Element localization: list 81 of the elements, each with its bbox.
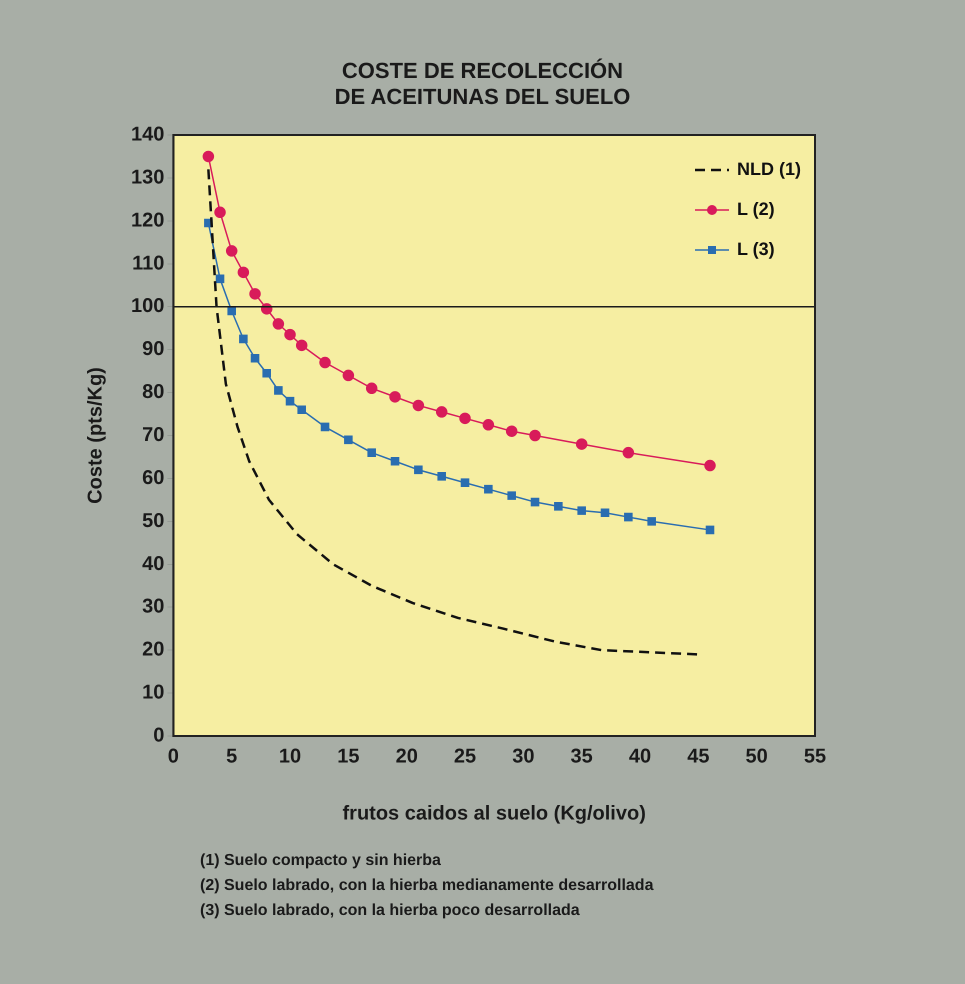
- y-tick-label: 80: [142, 381, 164, 404]
- point: [647, 517, 656, 526]
- x-tick-label: 55: [804, 746, 826, 768]
- y-tick-label: 70: [142, 424, 164, 446]
- point: [624, 512, 633, 522]
- point: [459, 412, 471, 424]
- point: [214, 206, 226, 218]
- point: [320, 422, 330, 432]
- y-tick-label: 30: [142, 596, 164, 618]
- point: [577, 506, 586, 515]
- point: [344, 436, 353, 444]
- point: [507, 491, 516, 500]
- text: (3) Suelo labrado, con la hierba poco desarrollada: [200, 901, 581, 921]
- point: [506, 425, 518, 437]
- y-tick-label: 140: [130, 124, 164, 146]
- point: [437, 472, 446, 481]
- x-tick-label: 0: [168, 746, 179, 768]
- point: [274, 386, 283, 395]
- point: [460, 478, 470, 488]
- x-tick-label: 30: [512, 746, 534, 768]
- x-tick-label: 50: [746, 746, 768, 768]
- text: (2) Suelo labrado, con la hierba medianamente desarrollada: [200, 876, 654, 896]
- point: [366, 382, 378, 394]
- y-tick-label: 130: [130, 166, 164, 188]
- x-tick-label: 35: [570, 746, 593, 768]
- y-tick-label: 100: [130, 295, 164, 318]
- y-tick-label: 40: [142, 552, 164, 575]
- legend-label: NLD (1): [737, 158, 802, 179]
- point: [576, 438, 588, 450]
- point: [284, 328, 296, 340]
- x-tick-label: 20: [396, 746, 418, 768]
- y-tick-label: 0: [153, 724, 164, 747]
- x-tick-label: 40: [628, 746, 652, 768]
- point: [554, 502, 563, 511]
- y-tick-label: 90: [142, 338, 164, 360]
- point: [367, 448, 376, 457]
- point: [286, 396, 294, 406]
- point: [262, 368, 271, 378]
- point: [342, 370, 354, 382]
- point: [250, 354, 260, 363]
- point: [622, 446, 634, 458]
- point: [530, 498, 540, 506]
- y-tick-label: 20: [142, 638, 164, 661]
- point: [390, 456, 400, 466]
- x-tick-label: 25: [454, 746, 476, 768]
- point: [704, 460, 716, 472]
- point: [414, 466, 423, 474]
- y-axis-title: Coste (pts/Kg): [84, 367, 107, 504]
- x-tick-label: 15: [337, 746, 360, 768]
- x-tick-label: 5: [226, 746, 238, 768]
- point: [529, 430, 541, 442]
- x-axis-title: frutos caidos al suelo (Kg/olivo): [342, 802, 646, 825]
- point: [249, 288, 261, 300]
- point: [238, 266, 250, 278]
- point: [227, 306, 236, 316]
- point: [600, 508, 610, 518]
- point: [216, 274, 224, 284]
- text: (1) Suelo compacto y sin hierba: [200, 851, 442, 871]
- point: [706, 526, 714, 534]
- point: [297, 405, 306, 414]
- x-tick-label: 45: [687, 746, 710, 768]
- point: [484, 484, 493, 494]
- y-tick-label: 60: [142, 466, 164, 489]
- point: [412, 400, 424, 412]
- legend-label: L (3): [737, 238, 775, 259]
- x-tick-label: 10: [278, 746, 302, 768]
- point: [202, 150, 214, 162]
- y-tick-label: 120: [130, 209, 164, 232]
- point: [482, 419, 494, 431]
- y-tick-label: 50: [142, 510, 164, 532]
- point: [226, 245, 238, 257]
- point: [319, 356, 331, 368]
- y-tick-label: 10: [142, 682, 164, 704]
- point: [389, 391, 401, 403]
- point: [436, 406, 448, 418]
- point: [272, 318, 284, 330]
- point: [296, 340, 308, 352]
- legend-label: L (2): [737, 198, 775, 219]
- chart-title: COSTE DE RECOLECCIÓN DE ACEITUNAS DEL SUELO: [334, 58, 632, 110]
- point: [239, 334, 248, 344]
- y-tick-label: 110: [132, 252, 164, 274]
